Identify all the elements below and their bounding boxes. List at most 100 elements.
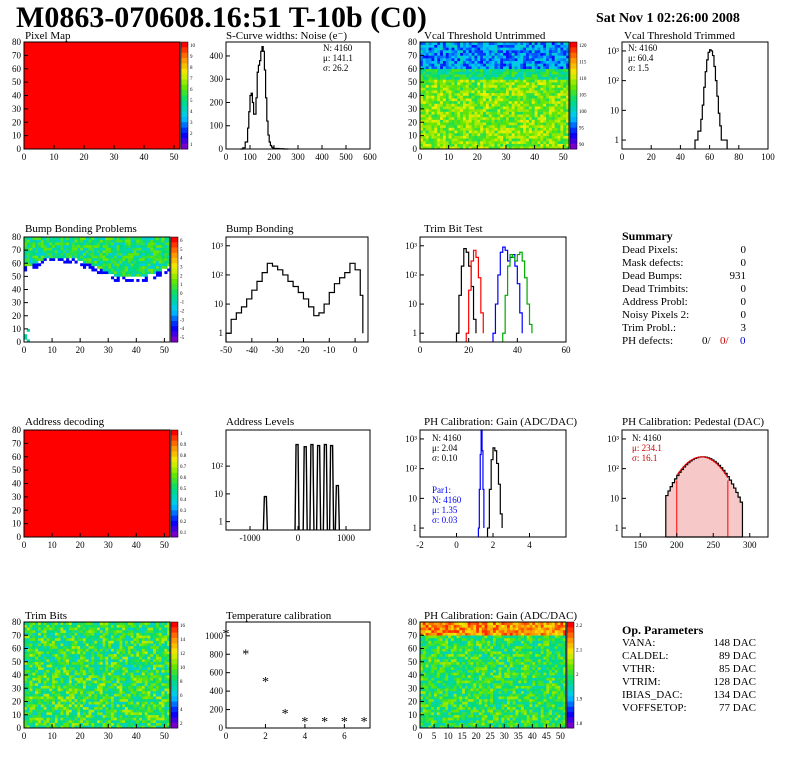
heatmap-cell — [511, 60, 515, 64]
heatmap-cell — [82, 667, 87, 670]
heatmap-cell — [526, 122, 530, 126]
heatmap-cell — [540, 87, 544, 91]
heatmap-cell — [425, 76, 429, 80]
heatmap-cell — [517, 82, 521, 86]
heatmap-cell — [24, 252, 28, 256]
heatmap-cell — [91, 242, 95, 246]
heatmap-cell — [66, 659, 70, 663]
heatmap-cell — [52, 664, 56, 668]
heatmap-cell — [548, 42, 553, 45]
heatmap-cell — [139, 664, 143, 668]
heatmap-cell — [24, 624, 28, 628]
heatmap-cell — [97, 260, 101, 264]
heatmap-cell — [46, 698, 50, 702]
heatmap-cell — [74, 709, 78, 713]
ytick-label-bump-problems: 0 — [17, 337, 22, 347]
heatmap-cell — [97, 659, 101, 663]
heatmap-cell — [147, 643, 151, 647]
heatmap-cell — [500, 114, 504, 118]
heatmap-cell — [537, 82, 541, 86]
colorbar-vcal-untrimmed — [569, 41, 578, 150]
heatmap-cell — [440, 68, 444, 72]
heatmap-cell — [32, 632, 36, 636]
colorbar-cell-address-decoding — [171, 451, 178, 458]
heatmap-cell — [82, 722, 87, 726]
heatmap-cell — [454, 138, 458, 142]
heatmap-cell — [557, 108, 561, 112]
heatmap-cell — [113, 252, 117, 256]
heatmap-cell — [497, 79, 501, 83]
heatmap-cell — [425, 66, 429, 70]
heatmap-cell — [127, 712, 131, 716]
heatmap-cell — [471, 95, 475, 99]
heatmap-cell — [437, 138, 441, 142]
heatmap-cell — [494, 50, 498, 53]
heatmap-cell — [500, 95, 504, 99]
heatmap-cell — [508, 135, 512, 139]
colorbar-label-vcal-untrimmed: 95 — [579, 127, 585, 132]
heatmap-cell — [82, 244, 87, 248]
heatmap-cell — [66, 643, 70, 647]
heatmap-cell — [477, 122, 481, 126]
heatmap-cell — [133, 677, 137, 681]
heatmap-cell — [40, 672, 44, 676]
heatmap-cell — [491, 114, 495, 118]
heatmap-cell — [122, 720, 126, 723]
heatmap-cell — [40, 244, 44, 248]
heatmap-cell — [122, 635, 126, 639]
heatmap-cell — [563, 82, 567, 86]
heatmap-cell — [485, 146, 490, 150]
heatmap-cell — [111, 704, 115, 708]
heatmap-cell — [127, 659, 131, 663]
heatmap-cell — [52, 677, 56, 681]
heatmap-cell — [116, 635, 120, 639]
heatmap-cell — [85, 260, 89, 264]
heatmap-cell — [150, 725, 154, 729]
heatmap-cell — [94, 247, 98, 251]
heatmap-cell — [420, 84, 424, 88]
heatmap-cell — [505, 84, 510, 88]
heatmap-cell — [468, 71, 472, 75]
heatmap-cell — [141, 653, 146, 657]
heatmap-cell — [420, 58, 424, 62]
heatmap-cell — [451, 68, 455, 72]
heatmap-cell — [161, 263, 165, 267]
heatmap-cell — [35, 643, 39, 647]
heatmap-cell — [514, 71, 518, 75]
heatmap-cell — [139, 659, 143, 663]
heatmap-cell — [543, 66, 547, 70]
heatmap-cell — [68, 688, 73, 692]
heatmap-cell — [82, 656, 87, 660]
heatmap-cell — [508, 106, 512, 110]
heatmap-cell — [150, 645, 154, 649]
heatmap-cell — [543, 90, 547, 94]
heatmap-cell — [420, 116, 424, 120]
colorbar-label-address-decoding: 1 — [180, 432, 183, 437]
heatmap-cell — [468, 114, 472, 118]
heatmap-cell — [71, 706, 75, 710]
heatmap-cell — [32, 701, 36, 705]
heatmap-cell — [63, 704, 67, 708]
colorbar-bump-problems — [170, 236, 179, 343]
heatmap-cell — [480, 71, 484, 75]
heatmap-cell — [158, 252, 162, 256]
heatmap-cell — [511, 55, 515, 59]
heatmap-cell — [155, 265, 160, 269]
heatmap-cell — [40, 260, 44, 264]
heatmap-cell — [511, 47, 515, 51]
heatmap-cell — [471, 135, 475, 139]
heatmap-cell — [63, 648, 67, 652]
heatmap-cell — [543, 84, 547, 88]
heatmap-cell — [485, 116, 490, 120]
heatmap-cell — [122, 244, 126, 248]
heatmap-cell — [71, 653, 75, 657]
heatmap-cell — [24, 672, 28, 676]
heatmap-cell — [454, 132, 458, 136]
heatmap-cell — [557, 114, 561, 118]
heatmap-cell — [511, 122, 515, 126]
heatmap-cell — [508, 44, 512, 48]
heatmap-cell — [161, 709, 165, 713]
heatmap-cell — [144, 622, 148, 625]
heatmap-cell — [122, 622, 126, 625]
heatmap-cell — [425, 111, 429, 115]
